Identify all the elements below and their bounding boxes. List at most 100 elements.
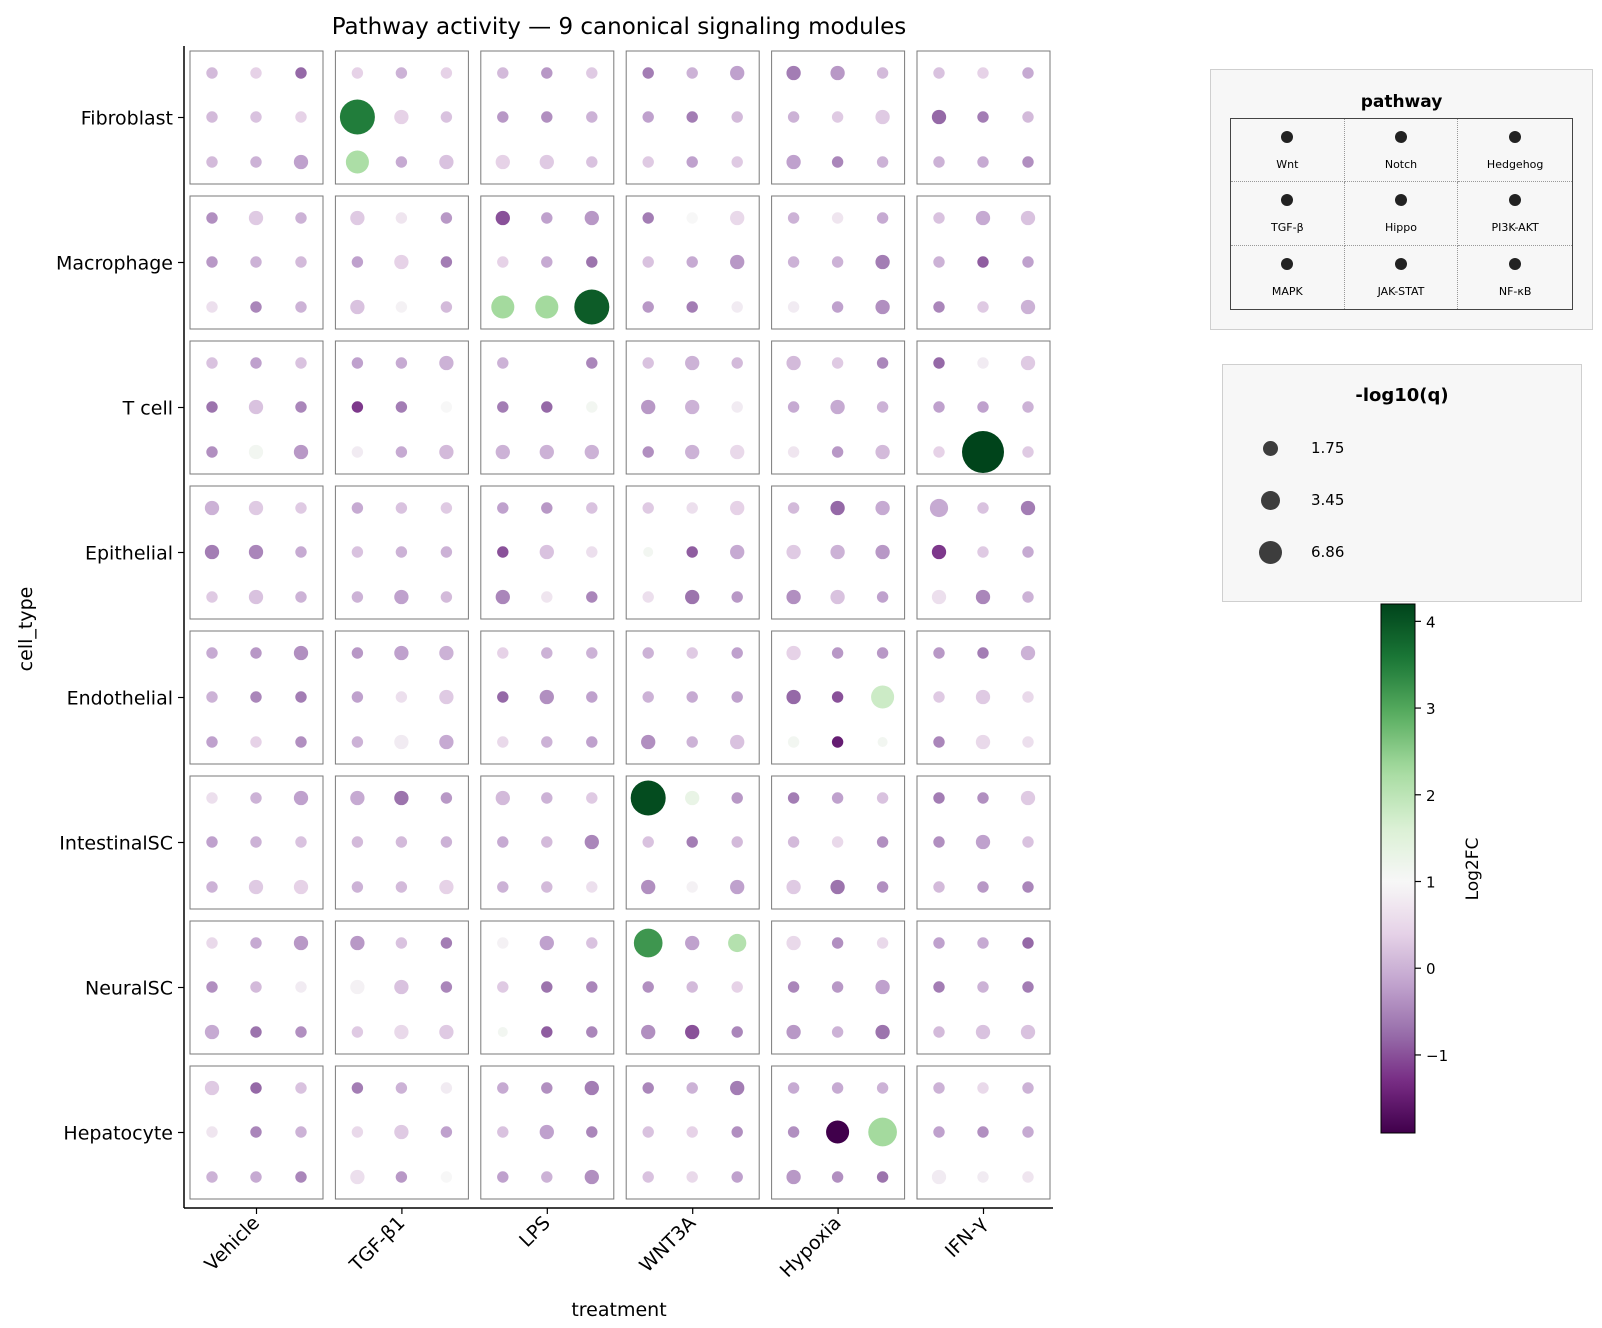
dot-hippo (539, 689, 554, 705)
dot-wnt (351, 1082, 364, 1094)
dot-hippo (394, 109, 409, 125)
dot-mapk (933, 1026, 945, 1038)
dot-notch (250, 67, 262, 79)
dot-mapk (497, 1027, 508, 1037)
panel (334, 630, 469, 765)
dot-pi3k-akt (440, 546, 453, 558)
panel (480, 920, 615, 1055)
dot-tgf- (206, 691, 218, 703)
dot-mapk (497, 1171, 509, 1183)
dot-mapk (931, 1169, 947, 1185)
dot-nf-b (295, 1026, 307, 1038)
dot-wnt (206, 647, 218, 659)
dot-mapk (787, 301, 800, 313)
dot-notch (541, 792, 553, 804)
colorbar-tick-label: 0 (1426, 960, 1436, 978)
size-legend-label: 6.86 (1311, 543, 1345, 561)
panel (189, 485, 324, 620)
dot-nf-b (584, 1169, 599, 1185)
dot-hedgehog (440, 212, 453, 224)
dot-hedgehog (295, 67, 307, 79)
pathway-legend-item: PI3K-AKT (1458, 182, 1572, 246)
dot-notch (977, 1082, 989, 1094)
dot-jak-stat (535, 295, 559, 319)
dot-hedgehog (295, 212, 307, 224)
dot-hippo (395, 401, 408, 413)
dot-wnt (633, 928, 663, 958)
panel (189, 920, 324, 1055)
colorbar-tick-label: 3 (1426, 700, 1436, 718)
x-tick-label: TGF-β1 (345, 1212, 410, 1277)
dot-pi3k-akt (295, 546, 307, 558)
x-tick-labels: Vehicle TGF-β1 LPS WNT3A Hypoxia IFN-γ (200, 1208, 991, 1282)
pathway-legend-dot (1281, 194, 1294, 207)
dot-notch (395, 502, 408, 514)
dot-notch (539, 935, 554, 951)
dot-wnt (786, 645, 801, 661)
pathway-legend-dot (1509, 194, 1522, 207)
dot-hippo (977, 1126, 989, 1138)
dot-pi3k-akt (439, 689, 454, 705)
dot-tgf- (933, 401, 945, 413)
dot-hedgehog (1020, 210, 1036, 226)
dot-notch (975, 210, 991, 226)
dot-hedgehog (440, 792, 453, 804)
dot-tgf- (351, 256, 364, 268)
dot-tgf- (933, 691, 945, 703)
dot-tgf- (787, 836, 800, 848)
dot-wnt (642, 647, 654, 659)
dot-mapk (786, 1169, 801, 1185)
dot-jak-stat (250, 156, 262, 168)
dot-wnt (206, 67, 218, 79)
dot-hedgehog (876, 647, 889, 659)
pathway-legend-dot (1281, 131, 1294, 143)
panel (625, 50, 760, 185)
dot-hedgehog (295, 357, 307, 369)
panel (771, 485, 906, 620)
dot-pi3k-akt (440, 111, 453, 123)
dot-pi3k-akt (295, 256, 307, 268)
dot-wnt (929, 498, 949, 518)
colorbar-tick-label: −1 (1426, 1047, 1448, 1065)
dot-hedgehog (876, 937, 889, 949)
panel (771, 775, 906, 910)
dot-hippo (830, 544, 845, 560)
dot-nf-b (876, 881, 889, 893)
dot-hippo (541, 981, 553, 993)
dot-hedgehog (1022, 67, 1034, 79)
dot-nf-b (439, 734, 454, 750)
dot-mapk (350, 299, 365, 315)
dot-nf-b (731, 301, 743, 313)
dot-nf-b (731, 1171, 743, 1183)
dot-notch (977, 937, 989, 949)
dot-nf-b (731, 156, 743, 168)
dot-hedgehog (1020, 790, 1036, 806)
dot-tgf- (497, 256, 509, 268)
dot-pi3k-akt (440, 836, 453, 848)
dot-jak-stat (975, 589, 991, 605)
dot-jak-stat (831, 736, 844, 748)
dot-wnt (933, 212, 945, 224)
dot-jak-stat (685, 1024, 700, 1040)
dot-wnt (204, 500, 220, 516)
dot-hippo (686, 836, 698, 848)
dot-notch (395, 937, 408, 949)
dot-tgf- (641, 399, 656, 415)
dot-pi3k-akt (1022, 836, 1034, 848)
dot-hippo (826, 1120, 850, 1144)
dot-notch (395, 1082, 408, 1094)
pathway-legend-dot (1394, 194, 1407, 207)
dot-nf-b (295, 736, 307, 748)
dot-hedgehog (586, 502, 598, 514)
size-legend-dot (1262, 440, 1278, 456)
dot-tgf- (787, 401, 800, 413)
dot-hippo (977, 981, 989, 993)
pathway-legend-dot (1509, 131, 1522, 143)
dot-hippo (250, 256, 262, 268)
dot-hippo (686, 546, 698, 558)
dot-wnt (786, 65, 801, 81)
dot-nf-b (875, 1024, 890, 1040)
dot-jak-stat (977, 301, 989, 313)
dot-wnt (206, 937, 218, 949)
dot-notch (686, 502, 698, 514)
